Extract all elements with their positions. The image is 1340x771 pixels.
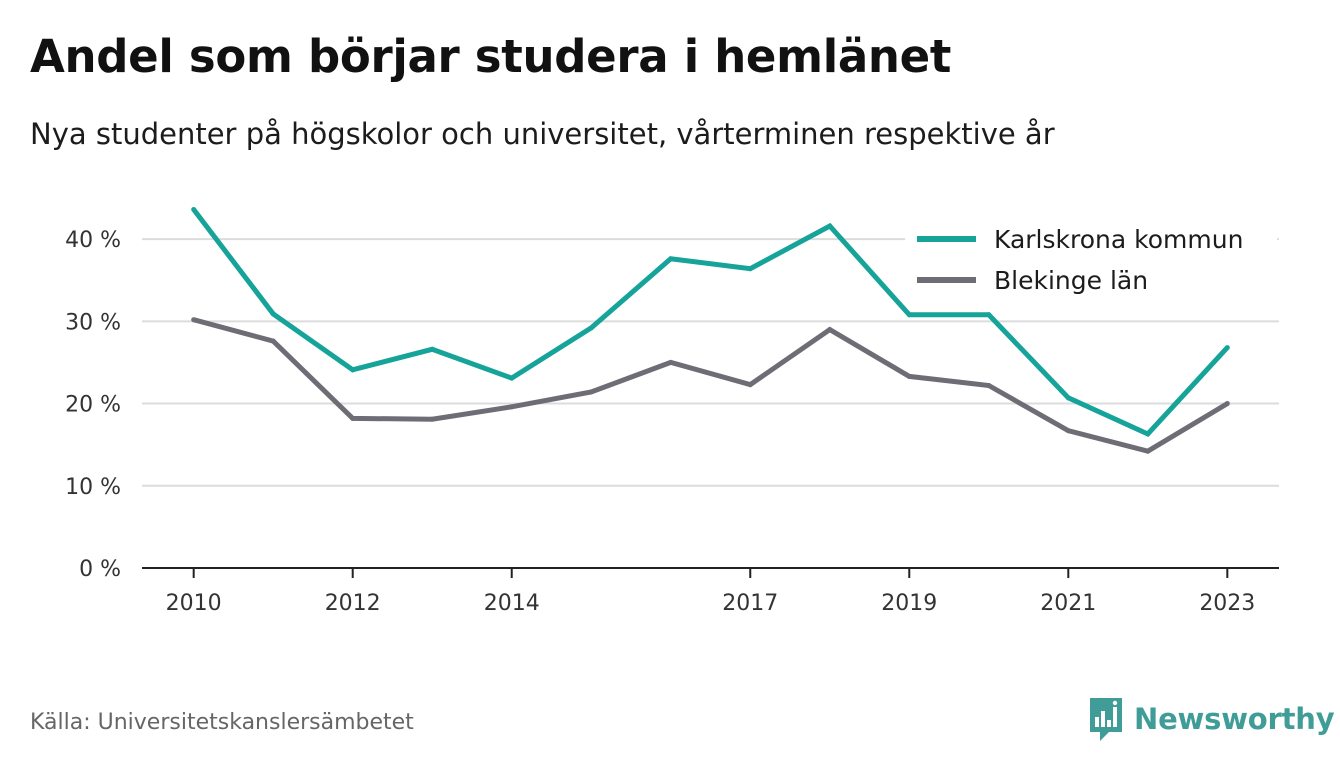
y-tick-label-10: 10 % (65, 475, 121, 500)
series-1-point-2022 (1145, 431, 1151, 437)
series-lines (191, 207, 1230, 454)
chart-title: Andel som börjar studera i hemlänet (30, 30, 952, 83)
series-1-point-2010 (191, 207, 197, 213)
x-tick-label-2017: 2017 (722, 591, 778, 616)
series-1-point-2016 (668, 256, 674, 262)
series-1-point-2023 (1224, 345, 1230, 351)
series-line-2 (193, 317, 1229, 454)
x-tick-label-2012: 2012 (325, 591, 381, 616)
series-line-1 (191, 207, 1230, 438)
source-note: Källa: Universitetskanslersämbetet (30, 710, 414, 735)
series-2-point-2021 (1065, 428, 1071, 434)
series-1-point-2021 (1065, 395, 1071, 401)
series-1-point-2019 (906, 312, 912, 318)
x-tick-label-2021: 2021 (1040, 591, 1096, 616)
series-1-point-2012 (350, 367, 356, 373)
series-2-point-2012 (350, 415, 356, 421)
series-2-point-2022 (1145, 448, 1151, 454)
brand-name: Newsworthy (1134, 702, 1335, 736)
y-tick-label-30: 30 % (65, 310, 121, 335)
series-2-point-2010 (191, 317, 197, 323)
series-1-point-2011 (270, 311, 276, 317)
x-tick-label-2023: 2023 (1199, 591, 1255, 616)
x-tick-label-2019: 2019 (881, 591, 937, 616)
y-tick-label-40: 40 % (65, 228, 121, 253)
series-1-point-2014 (509, 375, 515, 381)
series-2-point-2019 (906, 373, 912, 379)
series-2-point-2014 (509, 404, 515, 410)
y-tick-label-0: 0 % (79, 557, 121, 582)
series-1-point-2018 (827, 223, 833, 229)
line-chart: 0 % 10 % 20 % 30 % 40 % 2010 2012 2014 2017 2019 2… (65, 207, 1279, 616)
series-1-point-2020 (986, 312, 992, 318)
series-2-point-2016 (668, 359, 674, 365)
series-2-point-2011 (270, 338, 276, 344)
series-2-point-2017 (747, 382, 753, 388)
x-tick-label-2014: 2014 (484, 591, 540, 616)
series-1-point-2015 (588, 325, 594, 331)
x-tick-label-2010: 2010 (166, 591, 222, 616)
legend-label-2: Blekinge län (994, 266, 1148, 295)
series-2-point-2015 (588, 389, 594, 395)
series-1-point-2017 (747, 266, 753, 272)
series-1-point-2013 (429, 346, 435, 352)
axes: 0 % 10 % 20 % 30 % 40 % 2010 2012 2014 2017 2019 2… (65, 228, 1279, 616)
y-tick-label-20: 20 % (65, 393, 121, 418)
chart-subtitle: Nya studenter på högskolor och universit… (30, 117, 1055, 151)
series-2-point-2013 (429, 416, 435, 422)
legend: Karlskrona kommun Blekinge län (905, 220, 1277, 304)
brand-logo[interactable]: Newsworthy (1088, 696, 1335, 742)
bar-chart-speech-bubble-icon (1090, 698, 1122, 741)
series-2-point-2020 (986, 382, 992, 388)
legend-background (905, 220, 1277, 304)
legend-label-1: Karlskrona kommun (994, 225, 1243, 254)
series-2-point-2023 (1224, 401, 1230, 407)
series-2-point-2018 (827, 327, 833, 333)
